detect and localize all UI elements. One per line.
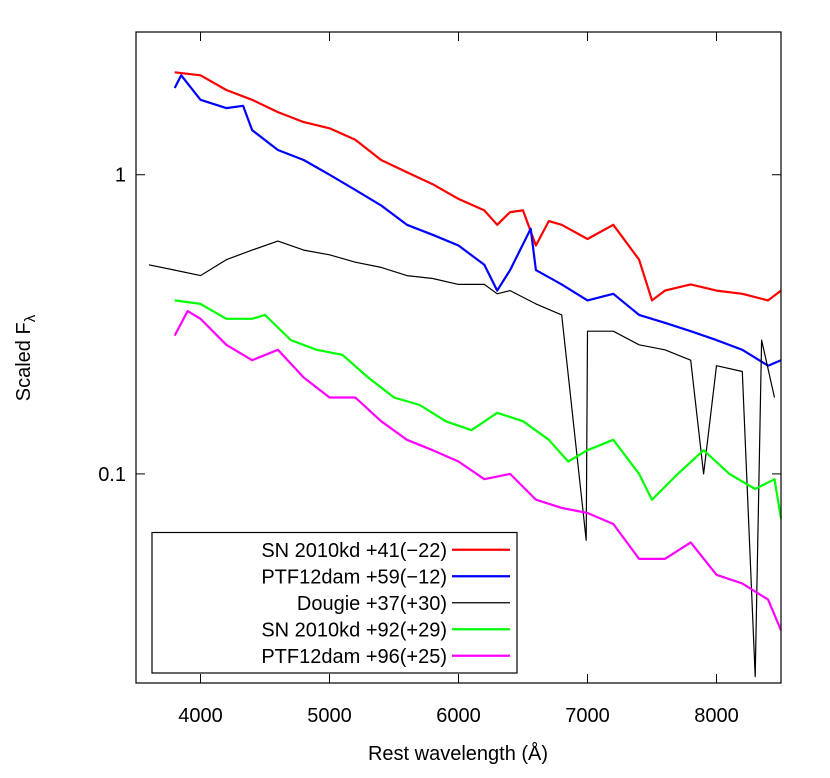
spectrum-line [174, 299, 783, 519]
x-tick-label: 7000 [565, 705, 610, 727]
plot-frame [135, 31, 782, 684]
y-axis-label: Scaled Fλ [13, 314, 39, 401]
x-axis-label: Rest wavelength (Å) [368, 742, 548, 765]
x-tick-label: 6000 [436, 705, 481, 727]
y-tick-label: 1 [115, 165, 126, 187]
y-tick-label: 0.1 [98, 464, 126, 486]
spectrum-line [148, 240, 776, 678]
x-tick-label: 4000 [178, 705, 223, 727]
y-axis-label-main: Scaled F [13, 322, 35, 401]
legend-label: PTF12dam +96(+25) [261, 646, 447, 668]
spectrum-line [174, 71, 782, 302]
legend-label: Dougie +37(+30) [297, 593, 447, 615]
legend-label: SN 2010kd +41(−22) [261, 540, 447, 562]
spectrum-line [173, 310, 783, 631]
x-tick-label: 8000 [694, 705, 739, 727]
legend-label: SN 2010kd +92(+29) [261, 619, 447, 641]
legend-label: PTF12dam +59(−12) [261, 566, 447, 588]
x-tick-label: 5000 [307, 705, 352, 727]
y-axis-label-subscript: λ [22, 314, 39, 322]
spectrum-line [173, 74, 782, 367]
